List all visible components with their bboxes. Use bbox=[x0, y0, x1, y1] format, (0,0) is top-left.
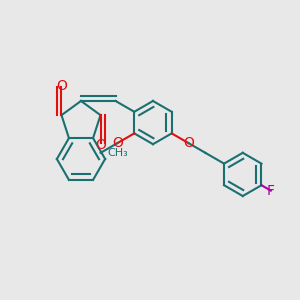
Text: O: O bbox=[183, 136, 194, 150]
Text: CH₃: CH₃ bbox=[107, 148, 128, 158]
Text: O: O bbox=[112, 136, 123, 150]
Text: O: O bbox=[56, 79, 67, 93]
Text: O: O bbox=[95, 138, 106, 152]
Text: F: F bbox=[267, 184, 275, 198]
